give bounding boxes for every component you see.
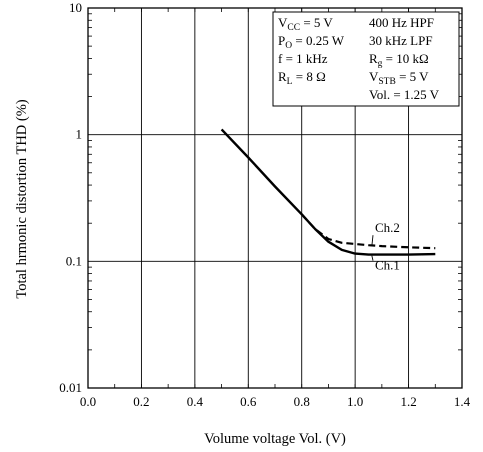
x-tick-label: 0.8: [294, 394, 310, 409]
condition-left: PO = 0.25 W: [278, 33, 345, 51]
y-tick-label: 0.01: [59, 380, 82, 395]
y-tick-label: 0.1: [66, 253, 82, 268]
x-tick-label: 0.6: [240, 394, 257, 409]
tick-labels: 0.0 0.2 0.4 0.6 0.8 1.0 1.2 1.4 0.01 0.1 1 10: [59, 0, 470, 409]
x-tick-label: 1.4: [454, 394, 471, 409]
y-tick-label: 10: [69, 0, 82, 15]
x-tick-label: 1.2: [400, 394, 416, 409]
condition-left: VCC = 5 V: [278, 15, 333, 33]
y-axis-label: Total hrmonic distortion THD (%): [14, 99, 30, 298]
ch1-label: Ch.1: [375, 258, 400, 273]
condition-left: f = 1 kHz: [278, 51, 328, 66]
leader-line: [371, 255, 374, 261]
condition-right: Rg = 10 kΩ: [369, 51, 429, 69]
conditions-frame: [272, 11, 460, 107]
series-labels: Ch.1 Ch.2: [371, 220, 400, 273]
condition-right: 30 kHz LPF: [369, 33, 433, 48]
x-tick-label: 0.4: [187, 394, 204, 409]
conditions-box: VCC = 5 VPO = 0.25 Wf = 1 kHz RL = 8 Ω 400…: [272, 11, 460, 107]
y-tick-label: 1: [76, 127, 83, 142]
plot-frame: [87, 7, 463, 389]
ch2-line: [300, 213, 436, 250]
series-group: [220, 128, 436, 256]
x-tick-label: 0.0: [80, 394, 96, 409]
condition-right: Vol. = 1.25 V: [369, 87, 440, 102]
x-tick-label: 0.2: [133, 394, 149, 409]
leader-line: [371, 235, 374, 247]
ch1-line: [220, 128, 436, 256]
condition-left: RL = 8 Ω: [278, 69, 326, 87]
x-axis-label: Volume voltage Vol. (V): [204, 431, 346, 447]
ch2-label: Ch.2: [375, 220, 400, 235]
x-tick-label: 1.0: [347, 394, 363, 409]
condition-right: VSTB = 5 V: [369, 69, 429, 87]
condition-right: 400 Hz HPF: [369, 15, 434, 30]
